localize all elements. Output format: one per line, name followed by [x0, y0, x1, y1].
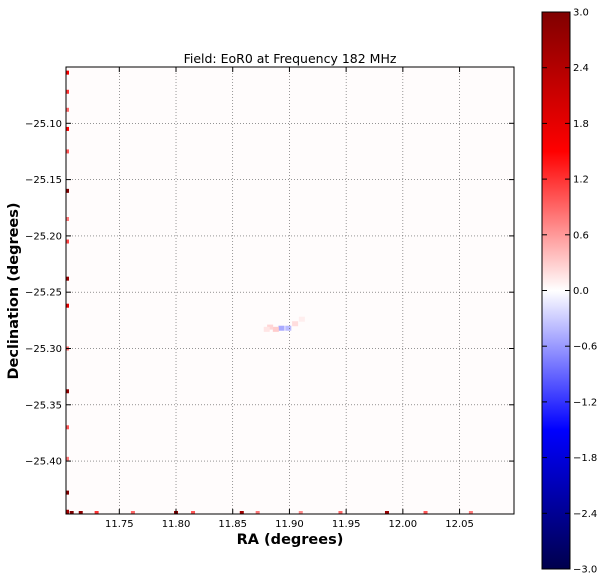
edge-pixel	[66, 509, 69, 514]
edge-pixel	[338, 511, 343, 514]
x-tick-label: 11.90	[275, 519, 304, 530]
edge-pixel	[66, 89, 69, 94]
image-pixel	[285, 325, 292, 331]
edge-pixel	[66, 456, 69, 461]
plot-background	[66, 67, 514, 514]
edge-pixel	[66, 126, 69, 131]
image-pixel	[292, 321, 299, 327]
edge-pixel	[66, 188, 69, 193]
colorbar-tick-label: 3.0	[573, 8, 589, 19]
colorbar-tick-label: 0.0	[573, 286, 589, 297]
plot-area: 11.75 11.80 11.85 11.90 11.95 12.00 12.05 −25.…	[25, 66, 515, 530]
image-pixel	[272, 326, 279, 332]
edge-pixel	[239, 511, 244, 514]
colorbar-tick-label: −0.6	[573, 342, 597, 353]
y-tick-label: −25.40	[25, 457, 62, 468]
y-axis-label: Declination (degrees)	[6, 202, 22, 379]
x-tick-label: 11.95	[332, 519, 361, 530]
colorbar-tick-label: −2.4	[573, 509, 597, 520]
y-axis-ticks: −25.10 −25.15 −25.20 −25.25 −25.30 −25.35 −25.…	[25, 119, 514, 468]
edge-pixel	[66, 490, 69, 495]
edge-pixel	[66, 217, 69, 222]
image-pixel	[267, 324, 274, 330]
grid-layer	[66, 67, 514, 514]
colorbar-tick-label: 0.6	[573, 230, 589, 241]
colorbar: 3.0 2.4 1.8 1.2 0.6 0.0 −0.6 −1.2 −1.8 −2.4 −3.0	[541, 8, 597, 576]
edge-pixel	[130, 511, 135, 514]
image-pixel	[278, 325, 285, 331]
colorbar-tick-label: 1.2	[573, 175, 589, 186]
colorbar-tick-label: −3.0	[573, 565, 597, 576]
edge-pixel	[191, 511, 196, 514]
edge-pixel	[384, 511, 389, 514]
y-tick-label: −25.10	[25, 119, 62, 130]
y-tick-label: −25.25	[25, 288, 62, 299]
y-tick-label: −25.35	[25, 400, 62, 411]
edge-pixel	[94, 511, 99, 514]
colorbar-tick-label: −1.2	[573, 397, 597, 408]
y-tick-label: −25.15	[25, 175, 62, 186]
x-tick-label: 11.85	[218, 519, 247, 530]
colorbar-tick-label: 1.8	[573, 119, 589, 130]
edge-pixel	[66, 276, 69, 281]
x-tick-label: 11.75	[105, 519, 134, 530]
edge-pixel	[66, 107, 69, 112]
image-pixel	[298, 316, 305, 322]
x-axis-ticks: 11.75 11.80 11.85 11.90 11.95 12.00 12.05	[105, 67, 474, 530]
edge-pixel	[298, 511, 303, 514]
colorbar-ticks: 3.0 2.4 1.8 1.2 0.6 0.0 −0.6 −1.2 −1.8 −2.4 −3.0	[542, 8, 597, 576]
edge-pixel	[468, 511, 473, 514]
edge-pixel	[69, 511, 74, 514]
edge-pixel	[66, 149, 69, 154]
x-tick-label: 12.05	[445, 519, 474, 530]
edge-pixel	[423, 511, 428, 514]
x-axis-label: RA (degrees)	[237, 532, 344, 548]
image-layer	[66, 70, 473, 514]
image-pixel	[263, 326, 270, 332]
edge-pixel	[66, 239, 69, 244]
plot-frame	[65, 66, 515, 515]
x-tick-label: 11.80	[162, 519, 191, 530]
edge-pixel	[66, 389, 69, 394]
edge-pixel	[66, 70, 69, 75]
edge-pixel	[66, 425, 69, 430]
edge-pixel	[78, 511, 83, 514]
y-tick-label: −25.20	[25, 231, 62, 242]
edge-pixel	[255, 511, 260, 514]
colorbar-tick-label: 2.4	[573, 63, 589, 74]
edge-pixel	[66, 303, 69, 308]
x-tick-label: 12.00	[389, 519, 418, 530]
y-tick-label: −25.30	[25, 344, 62, 355]
colorbar-tick-label: −1.8	[573, 453, 597, 464]
chart-title: Field: EoR0 at Frequency 182 MHz	[184, 51, 397, 66]
